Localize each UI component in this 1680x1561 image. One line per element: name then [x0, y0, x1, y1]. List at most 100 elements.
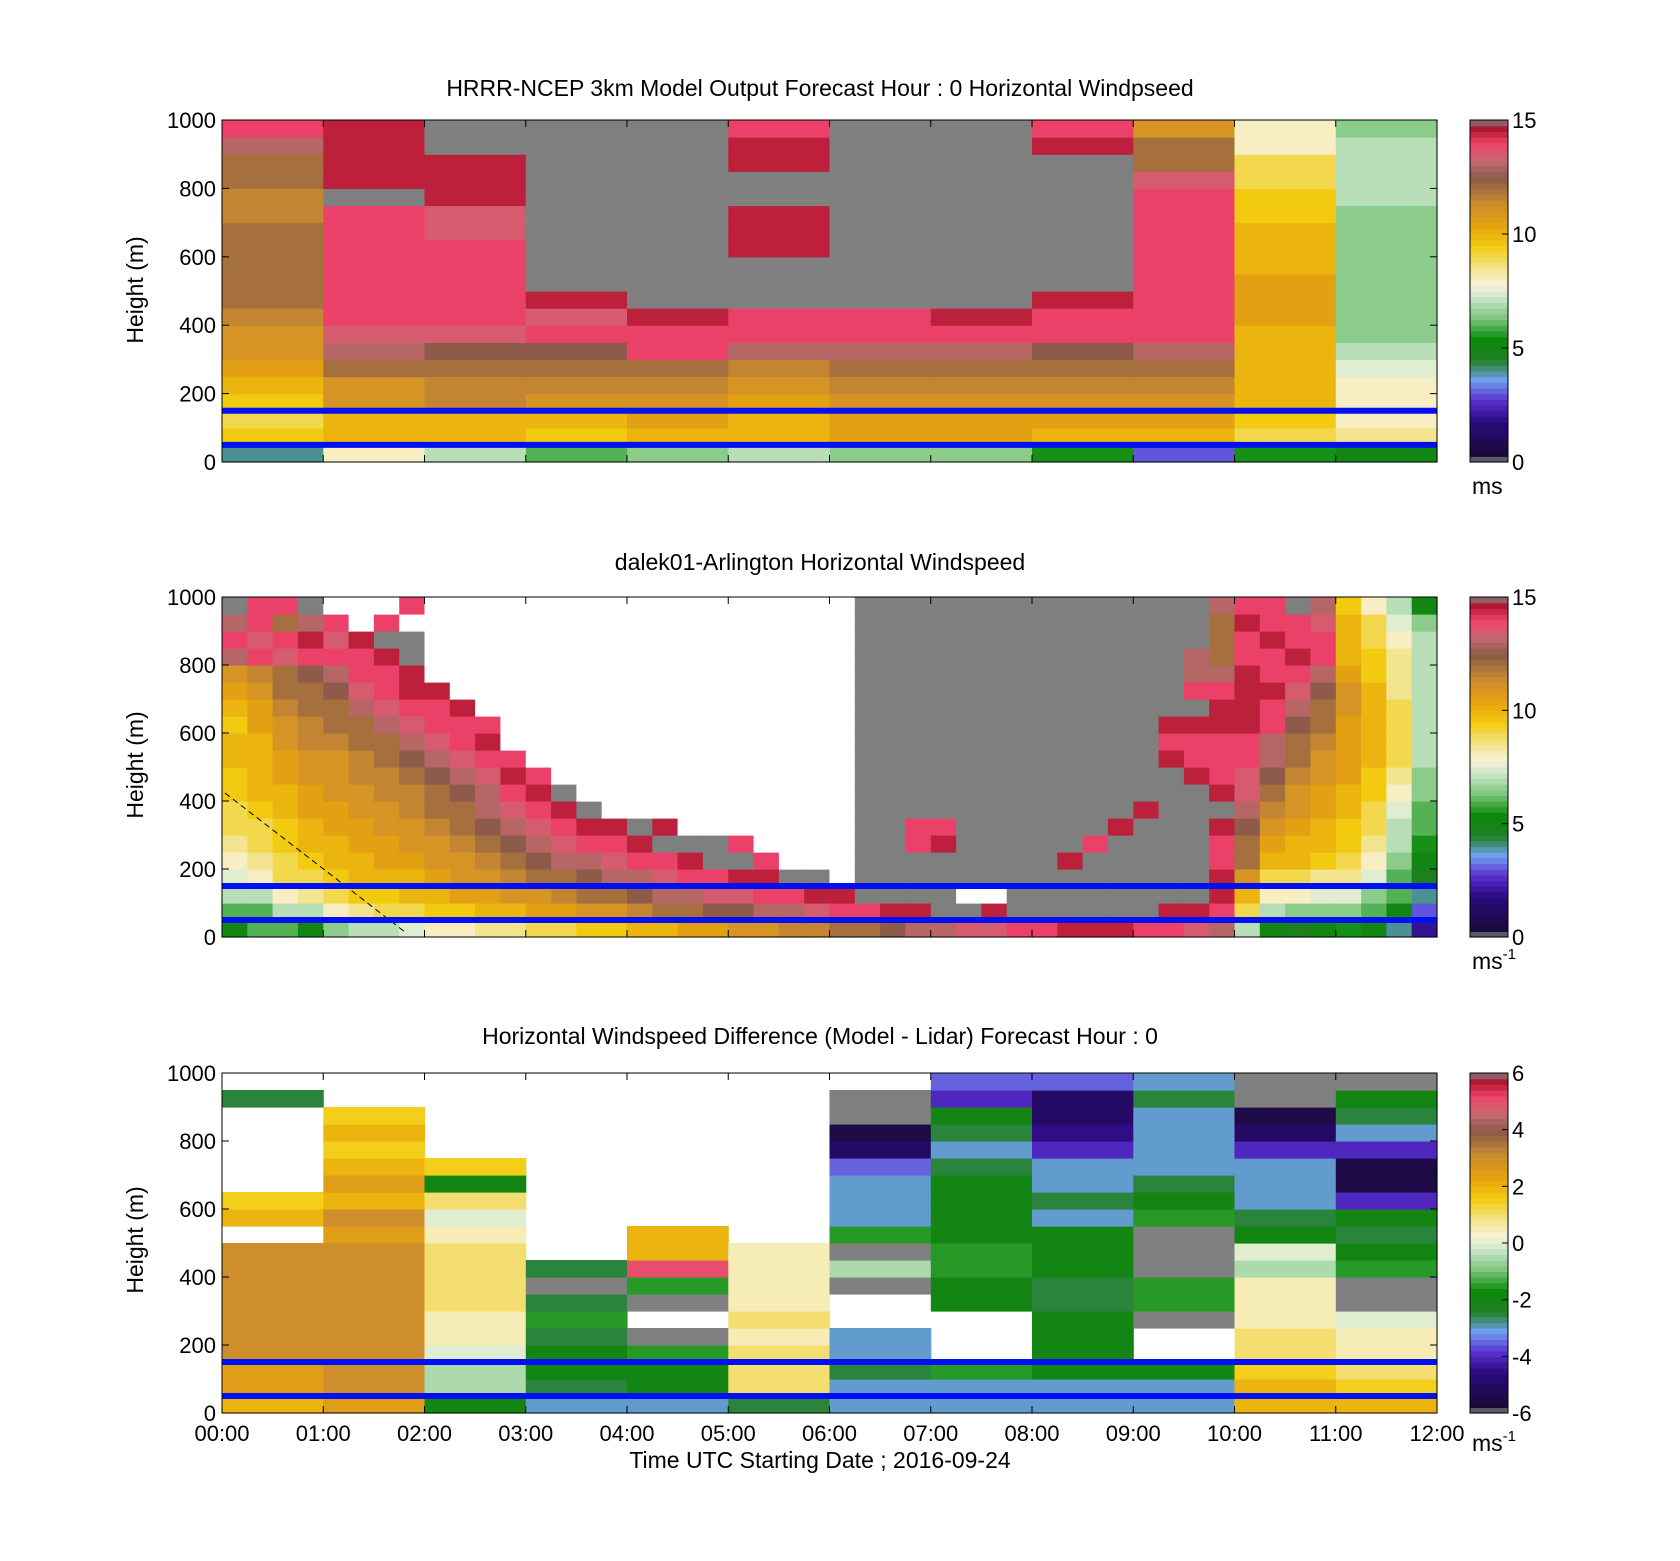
- heatmap-cell: [1209, 750, 1236, 768]
- heatmap-cell: [728, 801, 755, 819]
- heatmap-cell: [627, 614, 653, 632]
- heatmap-cell: [652, 699, 679, 717]
- heatmap-cell: [981, 835, 1008, 853]
- heatmap-cell: [905, 648, 932, 666]
- colorbar-segment: [1470, 188, 1508, 195]
- colorbar-segment: [1470, 211, 1508, 218]
- heatmap-cell: [1032, 716, 1058, 734]
- heatmap-cell: [1183, 767, 1210, 785]
- heatmap-cell: [829, 1345, 932, 1363]
- heatmap-cell: [1032, 205, 1134, 224]
- y-tick-label: 600: [179, 1197, 216, 1222]
- heatmap-cell: [601, 784, 628, 802]
- heatmap-cell: [551, 733, 577, 751]
- heatmap-cell: [905, 665, 932, 683]
- heatmap-cell: [905, 818, 932, 836]
- heatmap-cell: [1032, 1362, 1134, 1380]
- heatmap-cell: [702, 597, 729, 615]
- heatmap-cell: [1234, 1294, 1337, 1312]
- colorbar-tick-label: 0: [1512, 450, 1524, 475]
- colorbar-segment: [1470, 1231, 1508, 1238]
- heatmap-cell: [348, 682, 375, 700]
- colorbar-segment: [1470, 682, 1508, 689]
- heatmap-cell: [1107, 597, 1134, 615]
- heatmap-cell: [1386, 699, 1413, 717]
- heatmap-cell: [728, 427, 831, 446]
- heatmap-cell: [551, 648, 577, 666]
- heatmap-cell: [348, 852, 375, 870]
- heatmap-cell: [1386, 597, 1413, 615]
- heatmap-cell: [373, 818, 400, 836]
- heatmap-cell: [424, 852, 451, 870]
- heatmap-cell: [222, 1243, 324, 1261]
- heatmap-cell: [399, 733, 426, 751]
- heatmap-cell: [475, 614, 501, 632]
- heatmap-cell: [323, 1328, 426, 1346]
- heatmap-cell: [1310, 733, 1337, 751]
- heatmap-cell: [1361, 750, 1387, 768]
- heatmap-cell: [905, 750, 932, 768]
- heatmap-cell: [1259, 597, 1286, 615]
- heatmap-cell: [930, 137, 1033, 155]
- heatmap-cell: [1158, 631, 1185, 649]
- heatmap-cell: [627, 325, 729, 343]
- heatmap-cell: [1107, 852, 1134, 870]
- heatmap-cell: [297, 784, 324, 802]
- heatmap-cell: [753, 665, 780, 683]
- heatmap-cell: [905, 784, 932, 802]
- heatmap-cell: [1107, 886, 1134, 904]
- heatmap-cell: [500, 835, 527, 853]
- heatmap-cell: [424, 1277, 527, 1295]
- heatmap-cell: [1411, 818, 1438, 836]
- colorbar-segment: [1470, 1345, 1508, 1352]
- heatmap-cell: [323, 648, 350, 666]
- heatmap-cell: [449, 784, 476, 802]
- heatmap-cell: [627, 597, 653, 615]
- heatmap-cell: [1361, 886, 1387, 904]
- heatmap-cell: [905, 733, 932, 751]
- heatmap-cell: [1310, 801, 1337, 819]
- heatmap-cell: [1006, 886, 1033, 904]
- heatmap-cell: [1234, 137, 1337, 155]
- heatmap-cell: [222, 648, 248, 666]
- heatmap-cell: [677, 886, 704, 904]
- colorbar-segment: [1470, 245, 1508, 252]
- heatmap-cell: [323, 818, 350, 836]
- heatmap-cell: [247, 920, 274, 938]
- heatmap-cell: [778, 733, 805, 751]
- heatmap-cell: [1234, 410, 1337, 429]
- heatmap-cell: [930, 1226, 1033, 1244]
- heatmap-cell: [1234, 427, 1337, 446]
- heatmap-cell: [728, 1311, 831, 1329]
- heatmap-cell: [1209, 852, 1236, 870]
- heatmap-cell: [829, 256, 932, 275]
- heatmap-cell: [525, 920, 552, 938]
- colorbar-segment: [1470, 857, 1508, 864]
- heatmap-cell: [1032, 325, 1134, 343]
- heatmap-cell: [930, 818, 957, 836]
- heatmap-cell: [1032, 1260, 1134, 1278]
- heatmap-cell: [1133, 1107, 1236, 1125]
- heatmap-cell: [1335, 308, 1438, 326]
- heatmap-cell: [1234, 1260, 1337, 1278]
- heatmap-cell: [753, 597, 780, 615]
- heatmap-cell: [247, 767, 274, 785]
- heatmap-cell: [500, 852, 527, 870]
- colorbar-segment: [1470, 262, 1508, 269]
- heatmap-cell: [1335, 1209, 1438, 1227]
- heatmap-cell: [222, 444, 324, 463]
- colorbar-segment: [1470, 171, 1508, 178]
- heatmap-cell: [1335, 376, 1438, 395]
- heatmap-cell: [323, 1107, 426, 1125]
- heatmap-cell: [956, 886, 982, 904]
- heatmap-cell: [627, 444, 729, 463]
- heatmap-cell: [981, 750, 1008, 768]
- colorbar-segment: [1470, 670, 1508, 677]
- heatmap-cell: [247, 716, 274, 734]
- heatmap-cell: [272, 750, 299, 768]
- colorbar-frame: [1469, 119, 1509, 463]
- heatmap-cell: [424, 1345, 527, 1363]
- colorbar-segment: [1470, 410, 1508, 417]
- heatmap-cell: [652, 597, 679, 615]
